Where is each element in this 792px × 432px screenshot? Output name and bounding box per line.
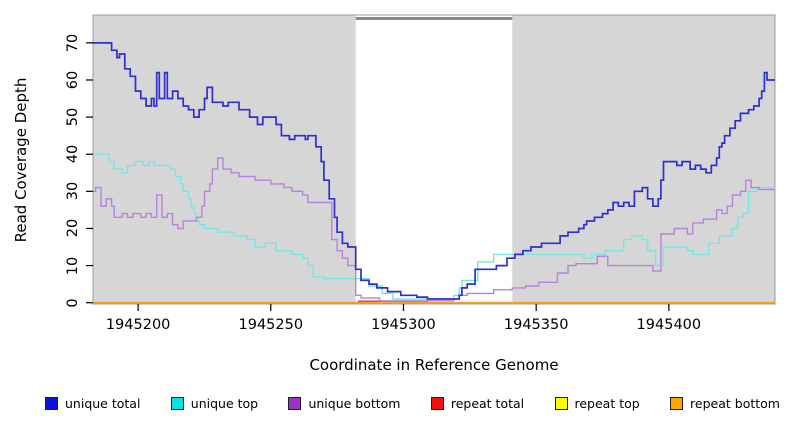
legend: unique total unique top unique bottom repea… <box>45 396 780 411</box>
panel-border <box>92 14 776 305</box>
x-axis-title: Coordinate in Reference Genome <box>309 356 559 374</box>
x-tick-label: 1945350 <box>503 317 569 333</box>
series-unique-top <box>93 153 775 300</box>
y-tick-label: 10 <box>65 256 81 275</box>
y-tick-label: 40 <box>65 144 81 164</box>
shaded-region-left <box>93 15 356 304</box>
y-tick-label: 60 <box>65 70 81 90</box>
legend-label: unique bottom <box>308 396 401 411</box>
legend-item-unique-total: unique total <box>45 396 140 411</box>
legend-swatch-icon <box>670 397 684 410</box>
shaded-region-right <box>512 15 775 304</box>
y-tick-label: 20 <box>65 219 81 238</box>
y-tick-label: 50 <box>65 107 81 127</box>
legend-swatch-icon <box>170 397 184 410</box>
legend-label: unique top <box>190 396 259 411</box>
series-unique-bottom <box>93 157 775 302</box>
legend-label: repeat top <box>574 396 640 411</box>
x-tick-label: 1945400 <box>636 317 702 333</box>
legend-swatch-icon <box>45 397 58 410</box>
legend-label: unique total <box>65 396 141 411</box>
legend-swatch-icon <box>288 397 302 410</box>
y-tick-label: 30 <box>65 182 81 201</box>
legend-label: repeat bottom <box>690 396 780 411</box>
legend-item-repeat-top: repeat top <box>554 396 640 411</box>
series-unique-total <box>93 42 775 300</box>
legend-item-repeat-bottom: repeat bottom <box>670 396 780 411</box>
y-axis-title: Read Coverage Depth <box>12 77 30 243</box>
legend-swatch-icon <box>430 397 444 410</box>
x-tick-label: 1945300 <box>371 317 436 333</box>
legend-label: repeat total <box>450 396 525 411</box>
y-tick-label: 0 <box>65 298 81 308</box>
x-tick-label: 1945200 <box>105 317 171 333</box>
legend-swatch-icon <box>554 397 568 410</box>
x-tick-label: 1945250 <box>238 317 304 333</box>
legend-item-unique-bottom: unique bottom <box>288 396 401 411</box>
y-tick-label: 70 <box>65 33 81 53</box>
legend-item-unique-top: unique top <box>170 396 259 411</box>
legend-item-repeat-total: repeat total <box>430 396 525 411</box>
